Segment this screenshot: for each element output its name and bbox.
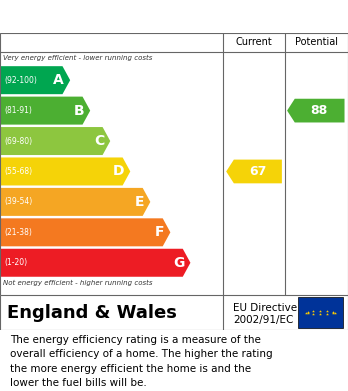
Polygon shape	[0, 66, 70, 94]
Text: (69-80): (69-80)	[4, 136, 32, 145]
Text: Energy Efficiency Rating: Energy Efficiency Rating	[10, 9, 220, 24]
Text: 2002/91/EC: 2002/91/EC	[233, 315, 293, 325]
Text: Not energy efficient - higher running costs: Not energy efficient - higher running co…	[3, 280, 153, 286]
Text: England & Wales: England & Wales	[7, 303, 177, 321]
Text: F: F	[155, 225, 164, 239]
Text: Current: Current	[236, 38, 272, 47]
Text: EU Directive: EU Directive	[233, 303, 297, 313]
Text: (21-38): (21-38)	[4, 228, 32, 237]
Text: C: C	[94, 134, 104, 148]
Text: 67: 67	[249, 165, 266, 178]
Polygon shape	[0, 188, 150, 216]
Text: (92-100): (92-100)	[4, 76, 37, 85]
Text: (81-91): (81-91)	[4, 106, 32, 115]
Text: (55-68): (55-68)	[4, 167, 32, 176]
Text: (39-54): (39-54)	[4, 197, 32, 206]
Polygon shape	[0, 127, 110, 155]
Polygon shape	[0, 158, 130, 185]
Text: The energy efficiency rating is a measure of the
overall efficiency of a home. T: The energy efficiency rating is a measur…	[10, 335, 273, 388]
Polygon shape	[287, 99, 345, 122]
Text: B: B	[73, 104, 84, 118]
Text: D: D	[113, 165, 124, 178]
Polygon shape	[0, 97, 90, 125]
Text: Very energy efficient - lower running costs: Very energy efficient - lower running co…	[3, 56, 153, 61]
Polygon shape	[0, 249, 190, 277]
Text: Potential: Potential	[295, 38, 338, 47]
Text: A: A	[53, 73, 64, 87]
Text: 88: 88	[311, 104, 328, 117]
Text: (1-20): (1-20)	[4, 258, 27, 267]
Bar	[298, 298, 343, 328]
Text: E: E	[135, 195, 144, 209]
Polygon shape	[0, 218, 171, 246]
Polygon shape	[226, 160, 282, 183]
Text: G: G	[173, 256, 184, 270]
